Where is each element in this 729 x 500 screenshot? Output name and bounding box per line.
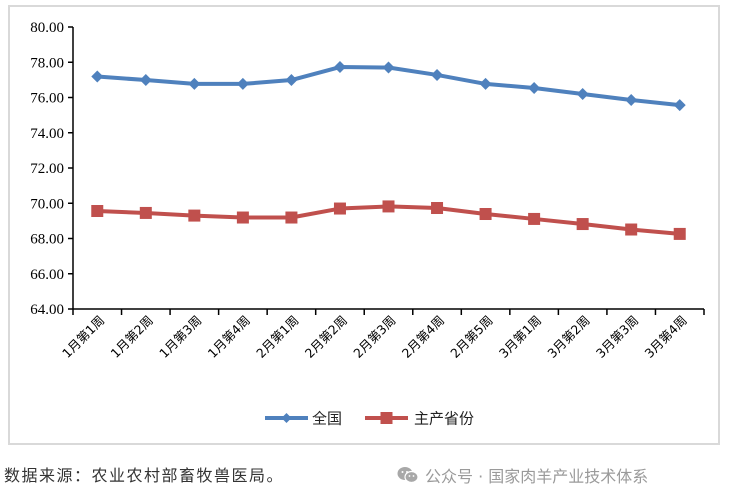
data-point-diamond [479,77,492,90]
data-point-diamond [285,74,298,87]
x-tick-label: 2月第2周 [302,313,350,361]
x-tick-label: 2月第5周 [447,313,495,361]
data-point-diamond [673,99,686,112]
x-tick-label: 3月第4周 [641,313,689,361]
x-tick-label: 3月第1周 [496,313,544,361]
data-point-diamond [236,77,249,90]
series-layer [91,61,686,240]
wechat-icon [397,466,419,484]
legend-item: 主产省份 [365,410,474,428]
data-point-square [528,212,541,225]
legend-marker-square [380,412,393,424]
data-point-diamond [91,70,104,83]
data-point-square [91,205,104,218]
data-point-diamond [431,68,444,81]
legend-label: 主产省份 [414,410,474,428]
x-tick-label: 2月第3周 [350,313,398,361]
y-tick-label: 78.00 [30,55,64,71]
series-national [91,61,686,112]
y-tick-label: 72.00 [30,161,64,177]
data-point-square [673,227,686,240]
data-point-square [236,211,249,224]
data-point-square [431,202,444,215]
y-tick-label: 66.00 [30,267,64,283]
x-tick-label: 1月第1周 [59,313,107,361]
data-point-square [576,218,589,231]
legend-label: 全国 [312,410,342,428]
data-point-square [333,202,346,215]
data-point-diamond [625,93,638,106]
data-point-square [285,211,298,224]
data-point-square [382,200,395,213]
data-point-diamond [188,77,201,90]
watermark-text: 公众号 · 国家肉羊产业技术体系 [425,467,649,486]
legend-item: 全国 [265,410,342,428]
x-tick-label: 1月第4周 [205,313,253,361]
y-axis: 64.00 66.00 68.00 70.00 72.00 74.00 76.00 78.00… [30,20,74,318]
line-chart: 64.00 66.00 68.00 70.00 72.00 74.00 76.00 78.00… [30,20,705,428]
source-note: 数据来源：农业农村部畜牧兽医局。 [4,466,285,485]
x-tick-label: 1月第3周 [156,313,204,361]
x-tick-label: 1月第2周 [108,313,156,361]
data-point-square [625,223,638,236]
data-point-diamond [528,81,541,94]
data-point-diamond [333,61,346,74]
data-point-square [479,208,492,221]
legend-marker-diamond [281,413,292,423]
data-point-square [139,206,152,219]
y-tick-label: 76.00 [30,91,64,107]
series-main-provinces [91,200,686,240]
y-tick-label: 64.00 [30,302,64,318]
data-point-diamond [382,61,395,74]
x-tick-label: 3月第3周 [593,313,641,361]
y-tick-label: 70.00 [30,196,64,212]
y-tick-label: 80.00 [30,20,64,36]
data-point-diamond [576,87,589,100]
x-tick-label: 3月第2周 [544,313,592,361]
data-point-diamond [139,74,152,87]
x-tick-label: 2月第1周 [253,313,301,361]
watermark: 公众号 · 国家肉羊产业技术体系 [397,463,648,487]
y-tick-label: 68.00 [30,232,64,248]
x-tick-label: 2月第4周 [399,313,447,361]
data-point-square [188,209,201,222]
y-tick-label: 74.00 [30,126,64,142]
x-axis: 1月第1周 1月第2周 1月第3周 1月第4周 2月第1周 2月第2周 2月第3周 2月第4周… [59,308,705,361]
legend: 全国 主产省份 [265,410,474,428]
